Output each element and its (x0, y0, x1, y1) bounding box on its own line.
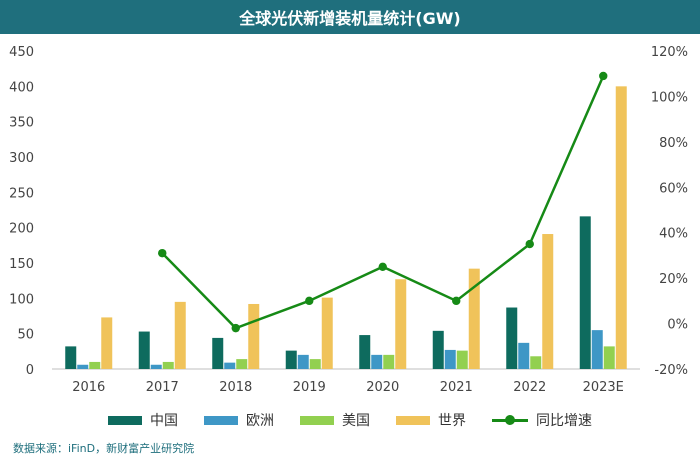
bar-world (101, 317, 113, 369)
legend-label-world: 世界 (438, 413, 466, 429)
bar-usa (309, 359, 321, 369)
source-note: 数据来源：iFinD，新财富产业研究院 (13, 442, 195, 455)
bar-china (579, 216, 591, 369)
bar-world (248, 303, 260, 369)
bar-europe (444, 349, 456, 369)
bar-europe (150, 364, 162, 369)
x-tick-label: 2019 (293, 380, 326, 395)
chart-area: 0 50 100 150 200 250 300 350 400 450 -20% 0% 20% 40% 6… (0, 34, 700, 414)
yoy-growth-point (305, 296, 314, 306)
y-right-tick-label: 20% (659, 272, 688, 287)
legend-swatch-world (396, 415, 430, 425)
yoy-growth-point (452, 296, 461, 306)
y-left-tick-label: 300 (9, 151, 34, 166)
legend-label-europe: 欧洲 (246, 413, 274, 429)
y-right-tick-label: 120% (651, 45, 688, 60)
legend-label-usa: 美国 (342, 413, 370, 429)
bar-china (65, 346, 77, 369)
x-tick-label: 2020 (366, 380, 399, 395)
y-left-tick-label: 250 (9, 186, 34, 201)
x-tick-label: 2022 (513, 380, 546, 395)
y-right-tick-label: -20% (654, 363, 688, 378)
bar-china (285, 350, 297, 369)
y-right-tick-label: 80% (659, 136, 688, 151)
yoy-growth-point (231, 323, 240, 333)
legend-swatch-usa (300, 415, 334, 425)
bar-world (174, 301, 186, 369)
bar-world (321, 297, 333, 369)
bar-china (432, 330, 444, 369)
bar-china (506, 307, 518, 369)
x-tick-label: 2021 (440, 380, 473, 395)
x-tick-label: 2018 (219, 380, 252, 395)
bar-usa (162, 361, 174, 369)
y-left-tick-label: 350 (9, 116, 34, 131)
chart-title: 全球光伏新增装机量统计(GW) (0, 0, 700, 34)
bar-usa (456, 350, 468, 369)
legend-label-yoy: 同比增速 (536, 413, 592, 429)
bar-world (542, 234, 554, 369)
y-left-tick-label: 100 (9, 292, 34, 307)
bar-europe (518, 342, 530, 369)
legend-item-europe: 欧洲 (204, 410, 274, 430)
bar-europe (371, 354, 383, 369)
bar-europe (591, 330, 603, 369)
bar-china (212, 337, 224, 369)
chart-svg: 0 50 100 150 200 250 300 350 400 450 -20% 0% 20% 40% 6… (9, 45, 688, 395)
bar-usa (603, 346, 615, 369)
yoy-growth-line (161, 75, 605, 330)
y-right-tick-label: 60% (659, 181, 688, 196)
legend-label-china: 中国 (150, 413, 178, 429)
y-left-tick-label: 50 (17, 328, 34, 343)
legend-item-yoy: 同比增速 (492, 410, 592, 430)
bar-europe (224, 362, 236, 369)
bar-usa (89, 361, 101, 369)
legend-swatch-europe (204, 415, 238, 425)
bar-europe (77, 364, 89, 369)
y-right-tick-label: 100% (651, 90, 688, 105)
legend-item-china: 中国 (108, 410, 178, 430)
yoy-growth-point (378, 262, 387, 271)
chart-legend: 中国 欧洲 美国 世界 同比增速 (0, 408, 700, 432)
x-tick-label: 2023E (583, 380, 624, 395)
y-left-tick-label: 200 (9, 222, 34, 237)
bar-usa (236, 359, 248, 369)
y-left-tick-label: 450 (9, 45, 34, 60)
x-tick-label: 2017 (146, 380, 179, 395)
yoy-growth-point (599, 71, 608, 81)
y-right-tick-label: 0% (667, 318, 688, 333)
legend-item-usa: 美国 (300, 410, 370, 430)
y-right-tick-label: 40% (659, 227, 688, 242)
bar-world (468, 268, 480, 369)
y-left-tick-label: 150 (9, 257, 34, 272)
yoy-growth-point (158, 248, 167, 258)
y-left-tick-label: 0 (26, 363, 34, 378)
bar-china (138, 331, 150, 369)
bar-usa (383, 354, 395, 369)
bar-world (615, 86, 627, 369)
y-left-tick-label: 400 (9, 80, 34, 95)
yoy-growth-point (525, 239, 534, 249)
bar-europe (297, 354, 309, 369)
legend-swatch-china (108, 415, 142, 425)
x-tick-label: 2016 (72, 380, 105, 395)
bar-usa (530, 356, 542, 369)
legend-item-world: 世界 (396, 410, 466, 430)
bar-world (395, 279, 407, 369)
bar-china (359, 335, 371, 369)
legend-swatch-yoy (492, 414, 528, 426)
